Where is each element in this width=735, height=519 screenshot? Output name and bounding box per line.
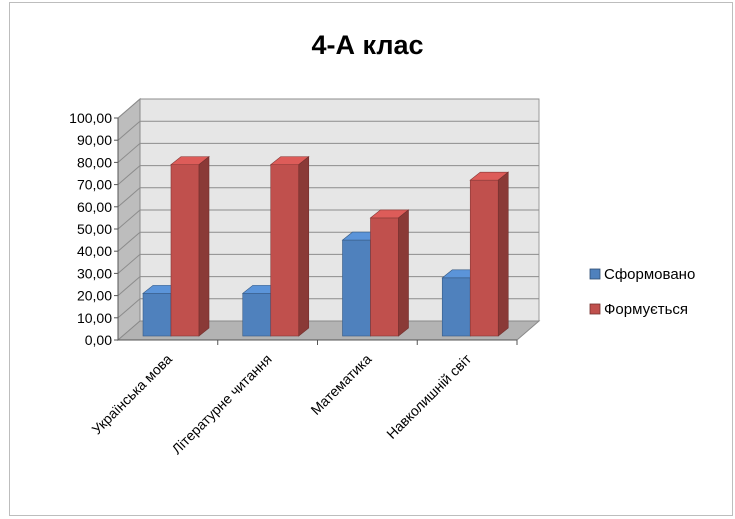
bar (369, 209, 410, 337)
y-tick-label: 30,00 (77, 265, 112, 281)
bar-front (469, 179, 499, 337)
chart-title: 4-А клас (311, 30, 424, 60)
y-tick-label: 70,00 (77, 177, 112, 193)
gridline-side (117, 276, 141, 296)
bar (469, 171, 510, 337)
bar (269, 155, 310, 337)
gridline-side (117, 165, 141, 185)
legend: Сформовано Формується (589, 266, 695, 318)
y-tick-label: 50,00 (77, 221, 112, 237)
gridline-side (117, 254, 141, 274)
bar-front (242, 293, 272, 337)
legend-swatch (589, 303, 601, 315)
legend-label: Формується (604, 301, 688, 318)
legend-item: Сформовано (589, 266, 695, 283)
bar-front (441, 277, 471, 337)
gridline-side (117, 298, 141, 319)
y-tick-label: 40,00 (77, 243, 112, 259)
y-tick-label: 90,00 (77, 132, 112, 148)
gridline-side (117, 120, 141, 141)
x-category-label: Математика (307, 351, 374, 418)
bar-side (298, 155, 310, 337)
y-tick-label: 80,00 (77, 154, 112, 170)
bar (170, 155, 210, 337)
bar-front (342, 239, 371, 337)
x-category-label: Навколишній світ (383, 350, 475, 442)
gridline-side (117, 187, 141, 208)
y-tick-label: 20,00 (77, 288, 112, 304)
bar-front (370, 217, 399, 337)
legend-swatch (589, 268, 601, 280)
y-tick-label: 100,00 (69, 110, 112, 126)
y-tick-label: 10,00 (77, 310, 112, 326)
bar-front (270, 164, 300, 337)
x-category-label: Літературне читання (168, 351, 274, 457)
bar-side (398, 209, 409, 337)
gridline-side (117, 231, 141, 252)
legend-label: Сформовано (604, 266, 695, 283)
legend-item: Формується (589, 301, 688, 318)
bar-side (497, 171, 509, 337)
gridline-side (117, 98, 141, 119)
gridline-side (117, 143, 141, 163)
y-axis-ticks: 0,00 10,00 20,00 30,00 40,00 50,00 60,00 70,00 8… (69, 110, 518, 348)
bar-front (142, 293, 172, 337)
y-tick-label: 0,00 (85, 332, 112, 348)
y-tick-label: 60,00 (77, 199, 112, 215)
gridline-side (117, 209, 141, 230)
bars (142, 155, 510, 337)
bar-side (198, 155, 210, 337)
bar-front (170, 164, 200, 337)
x-category-label: Українська мова (88, 351, 175, 438)
